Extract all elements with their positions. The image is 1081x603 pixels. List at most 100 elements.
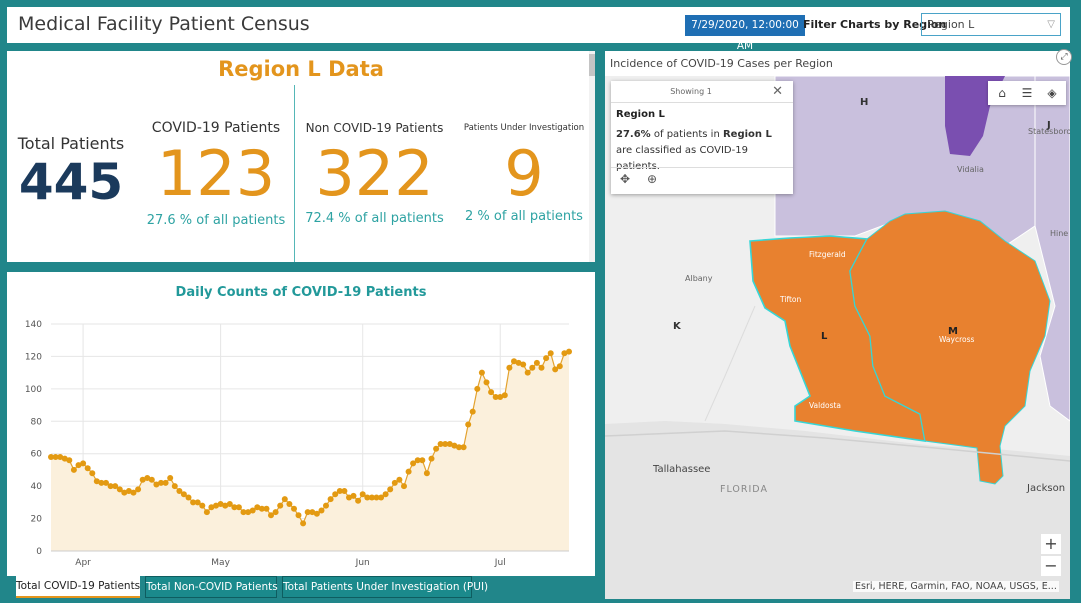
data-point	[281, 496, 288, 503]
map-label-tifton: Tifton	[779, 295, 801, 304]
legend-list-icon[interactable]: ☰	[1021, 86, 1033, 100]
map-label-albany: Albany	[685, 274, 713, 283]
map-label-h: H	[860, 97, 868, 108]
popup-body: 27.6% of patients in Region L are classi…	[616, 127, 790, 175]
close-icon[interactable]: ✕	[772, 84, 783, 99]
kpi-divider	[294, 85, 295, 262]
data-point	[235, 504, 242, 511]
data-point	[258, 505, 265, 512]
data-point	[396, 476, 403, 483]
chart-title: Daily Counts of COVID-19 Patients	[175, 285, 427, 300]
data-point	[277, 502, 284, 509]
data-point	[378, 494, 385, 501]
data-point	[57, 454, 64, 460]
data-point	[355, 497, 362, 504]
data-point	[80, 460, 87, 467]
popup-region: Region L	[722, 129, 772, 140]
data-point	[520, 361, 527, 368]
data-point	[483, 379, 490, 386]
popup-divider	[611, 102, 793, 103]
data-point	[327, 496, 334, 503]
florida-area	[605, 421, 1070, 599]
scrollbar-thumb[interactable]	[589, 54, 595, 76]
expand-icon[interactable]: ⤢	[1056, 49, 1072, 65]
data-point	[492, 394, 499, 400]
data-point	[332, 491, 339, 498]
kpi-panel: Region L Data Total Patients 445 COVID-1…	[7, 51, 595, 262]
total-patients-value: 445	[18, 153, 124, 211]
map-title: Incidence of COVID-19 Cases per Region	[610, 57, 833, 70]
data-point	[515, 359, 522, 366]
map-label-waycross: Waycross	[939, 335, 975, 344]
data-point	[506, 364, 513, 371]
page-title: Medical Facility Patient Census	[18, 13, 310, 35]
data-point	[300, 520, 307, 527]
data-point	[52, 454, 59, 460]
data-point	[263, 505, 270, 512]
data-point	[208, 504, 215, 511]
data-point	[529, 364, 536, 371]
data-point	[103, 479, 109, 486]
data-point	[153, 481, 160, 488]
data-point	[346, 494, 352, 501]
noncovid-patients-percent: 72.4 % of all patients	[305, 211, 444, 226]
region-m-shape[interactable]	[849, 210, 1051, 485]
data-point	[323, 502, 329, 509]
popup-text-end: are classified as COVID-19 patients.	[616, 145, 748, 172]
total-patients-label: Total Patients	[17, 134, 125, 153]
region-j-shape[interactable]	[1034, 76, 1070, 422]
data-point	[313, 510, 320, 517]
y-tick-label: 80	[31, 417, 43, 427]
zoom-to-icon[interactable]: ⊕	[647, 172, 658, 186]
popup-heading: Region L	[616, 109, 665, 120]
region-select[interactable]: Region L ▽	[921, 13, 1061, 36]
data-point	[130, 489, 137, 496]
data-point	[144, 475, 151, 481]
data-point	[66, 457, 73, 464]
data-point	[387, 486, 394, 493]
tab-total-noncovid[interactable]: Total Non-COVID Patients	[145, 576, 278, 598]
data-point	[318, 507, 325, 514]
data-point	[98, 479, 105, 486]
tab-total-pui[interactable]: Total Patients Under Investigation (PUI)	[282, 576, 488, 598]
zoom-out-button[interactable]: −	[1041, 556, 1061, 576]
data-point	[162, 479, 169, 486]
data-point	[474, 385, 481, 392]
daily-counts-chart[interactable]: 0 20 40 60 80 100 120 140 Apr May Jun Jul	[7, 272, 595, 576]
data-point	[89, 470, 96, 477]
data-point	[199, 502, 206, 509]
layers-icon[interactable]: ◈	[1047, 86, 1057, 100]
pui-percent: 2 % of all patients	[465, 209, 583, 224]
chevron-down-icon: ▽	[1047, 19, 1055, 30]
data-point	[428, 455, 435, 462]
data-point	[48, 454, 54, 460]
popup-showing-count: Showing 1	[670, 87, 712, 96]
scrollbar[interactable]	[589, 51, 595, 262]
pui-label: Patients Under Investigation	[463, 123, 585, 133]
data-point	[268, 512, 274, 519]
pui-value: 9	[504, 137, 544, 210]
data-point	[391, 479, 398, 486]
noncovid-patients-label: Non COVID-19 Patients	[305, 121, 444, 135]
covid-patients-value: 123	[156, 137, 276, 210]
data-point	[368, 494, 375, 501]
map-attribution: Esri, HERE, Garmin, FAO, NOAA, USGS, E..…	[853, 581, 1059, 592]
move-icon[interactable]: ✥	[620, 172, 631, 186]
data-point	[437, 441, 444, 447]
data-point	[203, 509, 210, 516]
tab-total-covid[interactable]: Total COVID-19 Patients	[16, 576, 140, 598]
y-tick-label: 120	[25, 352, 42, 362]
data-point	[185, 494, 192, 501]
data-point	[139, 476, 146, 483]
y-tick-label: 100	[25, 385, 42, 395]
zoom-in-button[interactable]: +	[1041, 534, 1061, 554]
map-label-k: K	[673, 321, 682, 332]
data-point	[226, 501, 233, 507]
home-icon[interactable]: ⌂	[998, 86, 1006, 100]
data-point	[180, 491, 187, 498]
data-point	[341, 488, 348, 494]
data-point	[373, 494, 380, 501]
covid-patients-percent: 27.6 % of all patients	[146, 213, 286, 228]
data-point	[61, 455, 68, 462]
data-point	[465, 421, 472, 428]
